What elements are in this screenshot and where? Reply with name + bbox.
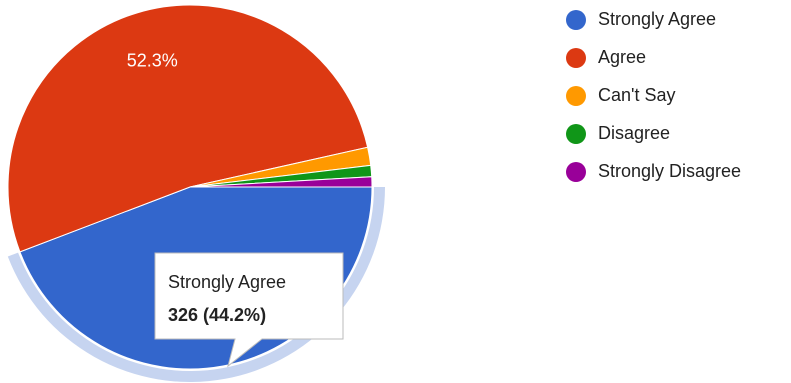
- legend-swatch: [566, 162, 586, 182]
- legend-label: Strongly Disagree: [598, 161, 741, 181]
- tooltip-value: 326 (44.2%): [168, 305, 266, 325]
- legend-swatch: [566, 48, 586, 68]
- tooltip-box: [154, 252, 344, 368]
- legend-swatch: [566, 124, 586, 144]
- legend-swatch: [566, 86, 586, 106]
- legend-label: Strongly Agree: [598, 9, 716, 29]
- tooltip: Strongly Agree 326 (44.2%): [154, 252, 344, 368]
- slice: [189, 176, 373, 188]
- legend-label: Can't Say: [598, 85, 675, 105]
- legend-label: Disagree: [598, 123, 670, 143]
- slice: [7, 4, 369, 253]
- tooltip-category: Strongly Agree: [168, 272, 286, 292]
- legend-label: Agree: [598, 47, 646, 67]
- legend-swatch: [566, 10, 586, 30]
- slice-label: 52.3%: [127, 50, 178, 70]
